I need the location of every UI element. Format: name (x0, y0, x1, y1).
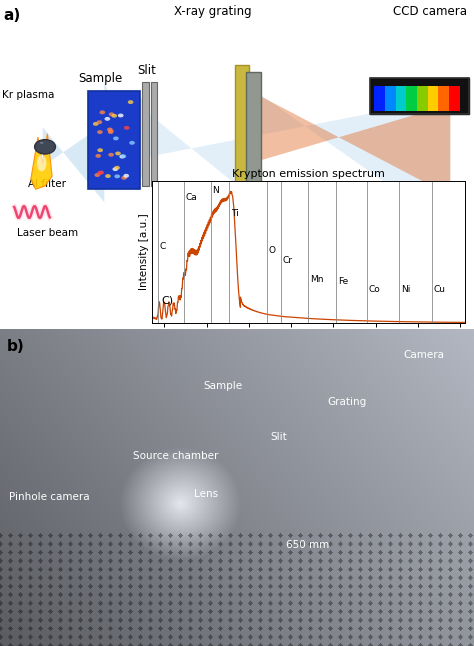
Circle shape (104, 117, 110, 121)
Text: Camera: Camera (403, 349, 444, 360)
Title: Krypton emission spectrum: Krypton emission spectrum (232, 169, 384, 179)
Bar (385, 87, 396, 111)
Text: Al filter: Al filter (28, 180, 66, 189)
Circle shape (97, 130, 103, 134)
Circle shape (97, 171, 102, 175)
Bar (449, 87, 460, 111)
Circle shape (128, 100, 134, 104)
Circle shape (99, 171, 104, 174)
Circle shape (105, 174, 111, 178)
Bar (88, 91, 140, 189)
Polygon shape (235, 65, 249, 196)
Text: X-ray grating: X-ray grating (174, 5, 252, 18)
Circle shape (113, 136, 119, 140)
Circle shape (129, 141, 135, 145)
Circle shape (119, 154, 125, 158)
Text: Source chamber: Source chamber (133, 451, 218, 461)
Text: Sample: Sample (203, 381, 242, 391)
Text: Ti: Ti (231, 209, 238, 218)
Bar (370, 78, 469, 114)
Bar (374, 87, 385, 111)
Circle shape (107, 127, 113, 131)
Bar (151, 81, 157, 186)
Text: Slit: Slit (270, 432, 287, 442)
Bar (438, 87, 449, 111)
Polygon shape (149, 81, 450, 228)
Text: Kr plasma: Kr plasma (2, 90, 55, 99)
Circle shape (112, 167, 118, 171)
Text: C: C (159, 242, 165, 251)
Ellipse shape (40, 142, 44, 143)
Text: Laser beam: Laser beam (17, 228, 78, 238)
Circle shape (123, 174, 129, 178)
Bar (370, 78, 469, 114)
Text: CCD camera: CCD camera (393, 5, 467, 18)
Circle shape (108, 153, 114, 157)
Circle shape (118, 114, 124, 118)
Circle shape (114, 166, 120, 170)
Circle shape (120, 154, 126, 158)
Text: Ca: Ca (185, 193, 197, 202)
Text: Fe: Fe (338, 277, 348, 286)
Circle shape (124, 126, 129, 130)
Text: 650 mm: 650 mm (286, 539, 330, 550)
Polygon shape (246, 72, 261, 189)
Polygon shape (31, 134, 52, 189)
Text: b): b) (7, 339, 25, 354)
Text: Pinhole camera: Pinhole camera (9, 492, 90, 502)
Circle shape (115, 151, 121, 156)
Text: Ni: Ni (401, 285, 410, 294)
Circle shape (97, 148, 103, 152)
Circle shape (93, 122, 99, 126)
Polygon shape (43, 81, 142, 202)
Text: Sample: Sample (78, 72, 122, 85)
Polygon shape (251, 91, 450, 196)
Text: Slit: Slit (137, 64, 156, 77)
Circle shape (97, 120, 102, 124)
Bar (407, 87, 417, 111)
Circle shape (94, 173, 100, 177)
Y-axis label: Intensity [a.u.]: Intensity [a.u.] (139, 214, 149, 290)
Text: Grating: Grating (327, 397, 366, 407)
Circle shape (111, 114, 117, 118)
Circle shape (35, 140, 55, 154)
Circle shape (121, 176, 127, 180)
Text: Lens: Lens (194, 489, 219, 499)
Bar (396, 87, 406, 111)
Circle shape (100, 110, 105, 114)
Bar (428, 87, 438, 111)
Circle shape (114, 174, 120, 178)
Bar (142, 81, 149, 186)
Text: Co: Co (369, 285, 380, 294)
Text: a): a) (4, 8, 21, 23)
Bar (417, 87, 428, 111)
Text: N: N (212, 186, 219, 195)
Circle shape (109, 129, 114, 133)
Text: Mn: Mn (310, 275, 323, 284)
Ellipse shape (37, 155, 46, 171)
Text: Cu: Cu (434, 285, 446, 294)
Circle shape (108, 130, 113, 134)
Text: O: O (269, 245, 276, 255)
X-axis label: Photon energy [eV]: Photon energy [eV] (257, 347, 359, 357)
Text: C): C) (161, 296, 173, 306)
Circle shape (95, 154, 101, 158)
Circle shape (109, 112, 114, 116)
Text: Cr: Cr (283, 256, 292, 265)
